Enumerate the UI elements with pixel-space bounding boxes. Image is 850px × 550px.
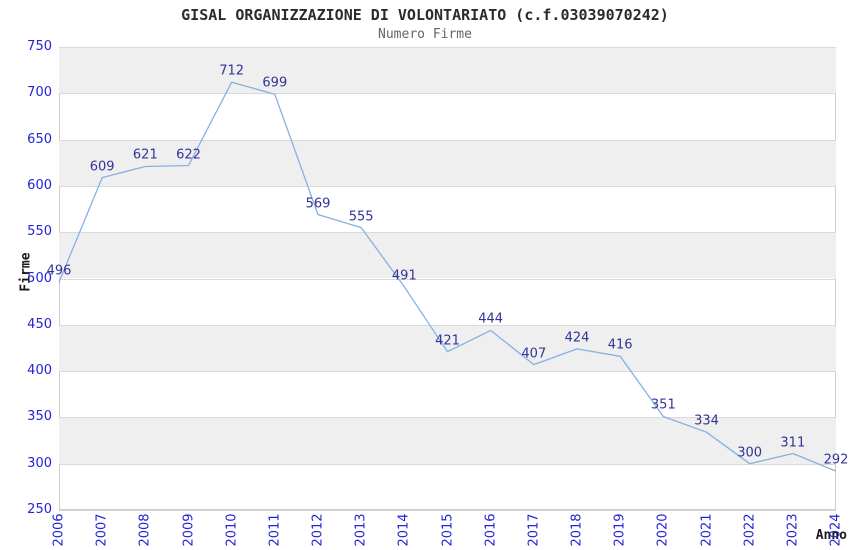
data-label: 334 <box>694 413 719 429</box>
x-tick-label: 2012 <box>310 513 326 547</box>
data-label: 496 <box>46 263 72 279</box>
chart-subtitle: Numero Firme <box>378 27 472 42</box>
y-tick-label: 500 <box>27 270 52 286</box>
x-axis-label: Anno <box>815 528 847 543</box>
gridline <box>59 140 836 141</box>
data-label: 424 <box>564 330 590 346</box>
x-tick-label: 2021 <box>699 513 714 547</box>
grid-band <box>59 324 836 372</box>
data-label: 555 <box>348 209 374 225</box>
x-tick-label: 2015 <box>440 513 455 547</box>
grid-band <box>59 417 836 464</box>
y-tick-label: 700 <box>27 85 52 101</box>
gridline <box>59 371 836 372</box>
data-label: 421 <box>435 333 460 349</box>
data-label: 300 <box>737 445 763 461</box>
x-tick-label: 2024 <box>828 513 844 547</box>
data-label: 407 <box>521 346 547 362</box>
x-tick-label: 2010 <box>224 513 240 547</box>
y-tick-label: 550 <box>27 224 52 240</box>
gridline <box>59 279 836 280</box>
x-tick-label: 2011 <box>267 513 283 547</box>
data-label: 416 <box>607 337 633 353</box>
gridline <box>59 417 836 418</box>
gridline <box>59 510 836 511</box>
data-label: 351 <box>650 397 676 413</box>
data-label: 444 <box>478 311 504 327</box>
grid-band <box>59 47 836 94</box>
x-tick-label: 2009 <box>181 513 196 547</box>
x-tick-label: 2007 <box>94 513 110 547</box>
x-tick-label: 2023 <box>785 513 801 547</box>
data-label: 609 <box>89 159 115 175</box>
x-tick-label: 2013 <box>353 513 369 547</box>
grid-band <box>59 139 836 186</box>
y-tick-label: 600 <box>27 177 52 193</box>
y-tick-label: 450 <box>27 316 52 332</box>
gridline <box>59 325 836 326</box>
x-tick-label: 2017 <box>526 513 542 547</box>
data-label: 699 <box>262 75 288 91</box>
x-tick-label: 2020 <box>655 513 671 547</box>
gridline <box>59 232 836 233</box>
x-tick-label: 2022 <box>742 513 758 547</box>
data-label: 292 <box>823 452 849 468</box>
grid-band <box>59 232 836 279</box>
x-tick-label: 2018 <box>569 513 585 547</box>
data-label: 621 <box>132 147 158 163</box>
gridline <box>59 186 836 187</box>
y-tick-label: 750 <box>27 39 52 54</box>
y-tick-label: 350 <box>27 409 52 425</box>
plot-area <box>58 47 837 511</box>
y-tick-label: 400 <box>27 363 52 379</box>
y-tick-label: 250 <box>27 502 52 517</box>
x-tick-label: 2019 <box>612 513 628 547</box>
gridline <box>59 93 836 94</box>
data-label: 311 <box>780 435 806 450</box>
x-tick-label: 2016 <box>483 513 499 547</box>
gridline <box>59 47 836 48</box>
series-line-svg <box>58 81 837 472</box>
x-tick-label: 2008 <box>137 513 153 547</box>
data-label: 491 <box>391 268 417 284</box>
x-tick-label: 2006 <box>51 513 67 547</box>
series-line <box>58 81 837 472</box>
y-tick-label: 650 <box>27 131 52 147</box>
data-label: 712 <box>219 63 245 79</box>
data-label: 622 <box>176 147 201 163</box>
x-tick-label: 2014 <box>396 513 412 547</box>
chart-title: GISAL ORGANIZZAZIONE DI VOLONTARIATO (c.… <box>181 6 669 24</box>
y-tick-label: 300 <box>27 455 52 471</box>
gridline <box>59 464 836 465</box>
data-label: 569 <box>305 196 331 212</box>
